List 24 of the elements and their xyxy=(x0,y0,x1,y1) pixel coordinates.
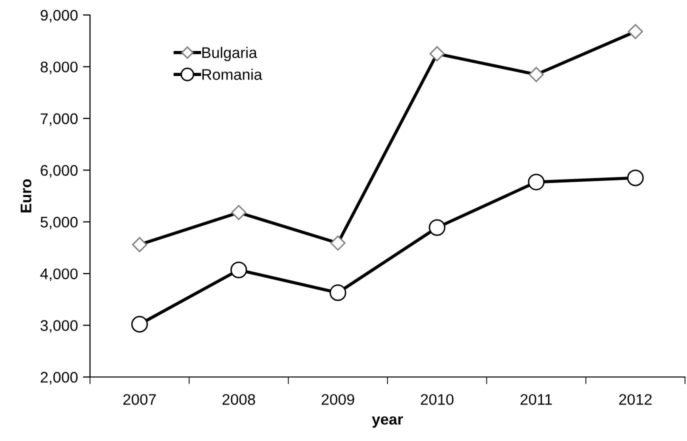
point xyxy=(230,262,248,278)
y-tick-label: 3,000 xyxy=(40,320,78,333)
y-tick-label: 6,000 xyxy=(40,165,78,178)
x-tick-label: 2008 xyxy=(222,394,256,405)
point xyxy=(528,174,545,190)
y-tick-label: 8,000 xyxy=(40,62,78,74)
point xyxy=(627,170,644,186)
y-tick-label: 4,000 xyxy=(40,268,78,282)
y-axis-title: Euro xyxy=(20,179,32,212)
y-tick-label: 2,000 xyxy=(40,372,78,384)
x-axis-title: year xyxy=(372,416,403,428)
legend-label: Romania xyxy=(202,68,262,80)
y-tick-label: 7,000 xyxy=(40,113,78,126)
x-tick-label: 2012 xyxy=(619,394,652,405)
x-tick-label: 2009 xyxy=(322,394,354,405)
x-tick-label: 2010 xyxy=(420,394,454,405)
y-tick-label: 5,000 xyxy=(40,216,78,230)
point xyxy=(131,316,148,333)
x-tick-label: 2007 xyxy=(123,394,156,405)
y-tick-label: 9,000 xyxy=(40,10,78,22)
legend-label: Bulgaria xyxy=(202,46,258,62)
point xyxy=(428,219,446,236)
x-tick-label: 2011 xyxy=(520,394,552,405)
point xyxy=(330,284,346,302)
